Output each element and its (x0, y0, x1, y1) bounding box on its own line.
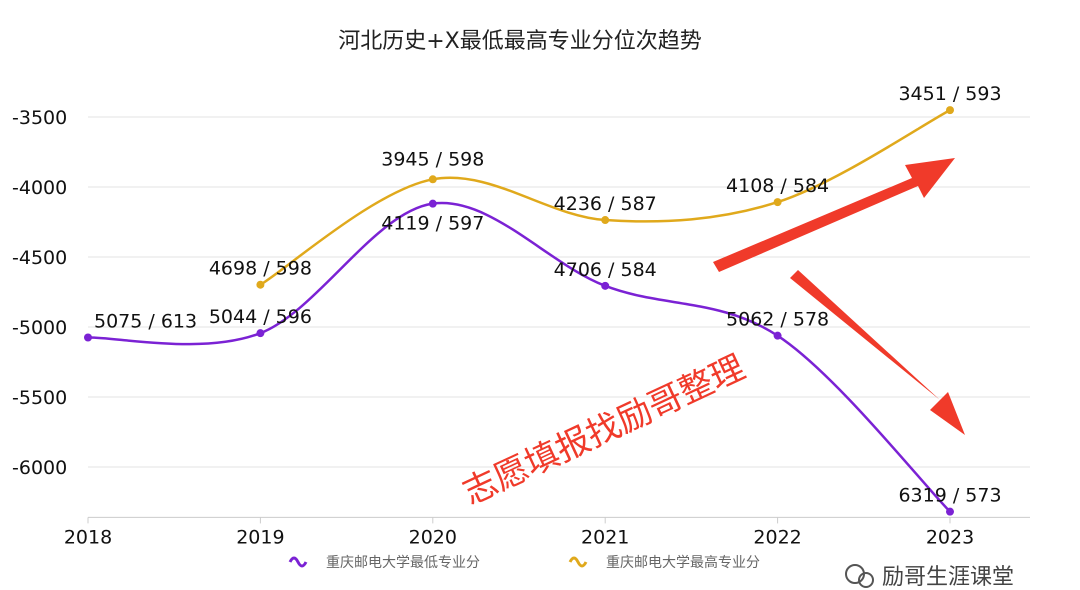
data-point[interactable] (946, 507, 954, 516)
red-arrows (713, 158, 965, 435)
y-tick-label: -4500 (12, 247, 67, 269)
y-tick-label: -5000 (12, 317, 67, 339)
series-line-0 (87, 201, 951, 513)
data-point[interactable] (773, 198, 782, 207)
data-label: 5044 / 596 (209, 306, 312, 328)
legend-label[interactable]: 重庆邮电大学最高专业分 (606, 554, 760, 571)
data-label: 4236 / 587 (554, 193, 657, 215)
data-label: 4706 / 584 (554, 259, 657, 281)
y-tick-label: -4000 (12, 177, 67, 199)
data-point[interactable] (84, 333, 92, 342)
x-tick-label: 2018 (64, 526, 112, 548)
data-point[interactable] (428, 175, 437, 184)
wechat-account-name: 励哥生涯课堂 (882, 565, 1014, 590)
data-label: 3451 / 593 (898, 83, 1001, 105)
watermark: 志愿填报找励哥整理 (457, 348, 751, 514)
data-label: 5062 / 578 (726, 309, 829, 331)
legend-swatch-icon (288, 556, 308, 568)
x-tick-label: 2021 (581, 526, 629, 548)
legend-swatch-icon (568, 556, 588, 568)
data-point[interactable] (256, 329, 265, 338)
chart-title: 河北历史+X最低最高专业分位次趋势 (338, 29, 702, 54)
x-tick-label: 2020 (409, 526, 457, 548)
data-label: 5075 / 613 (94, 311, 197, 333)
y-tick-label: -5500 (12, 387, 67, 409)
arrow-down-icon (790, 270, 965, 435)
data-label: 4698 / 598 (209, 258, 312, 280)
data-point[interactable] (256, 280, 265, 289)
data-point[interactable] (773, 331, 782, 340)
data-label: 4108 / 584 (726, 175, 829, 197)
y-tick-label: -6000 (12, 457, 67, 479)
data-point[interactable] (601, 281, 610, 290)
watermark-text: 志愿填报找励哥整理 (457, 348, 751, 514)
wechat-watermark: 励哥生涯课堂 (845, 564, 1014, 590)
data-point[interactable] (946, 106, 954, 115)
data-label: 3945 / 598 (381, 148, 484, 170)
data-point[interactable] (428, 199, 437, 208)
x-tick-label: 2019 (236, 526, 284, 548)
y-tick-label: -3500 (12, 107, 67, 129)
data-label: 4119 / 597 (381, 213, 484, 235)
data-label: 6319 / 573 (898, 485, 1001, 507)
x-tick-label: 2023 (926, 526, 974, 548)
x-tick-label: 2022 (753, 526, 801, 548)
legend-label[interactable]: 重庆邮电大学最低专业分 (326, 555, 480, 571)
data-point[interactable] (601, 216, 610, 225)
arrow-up-icon (713, 158, 955, 272)
